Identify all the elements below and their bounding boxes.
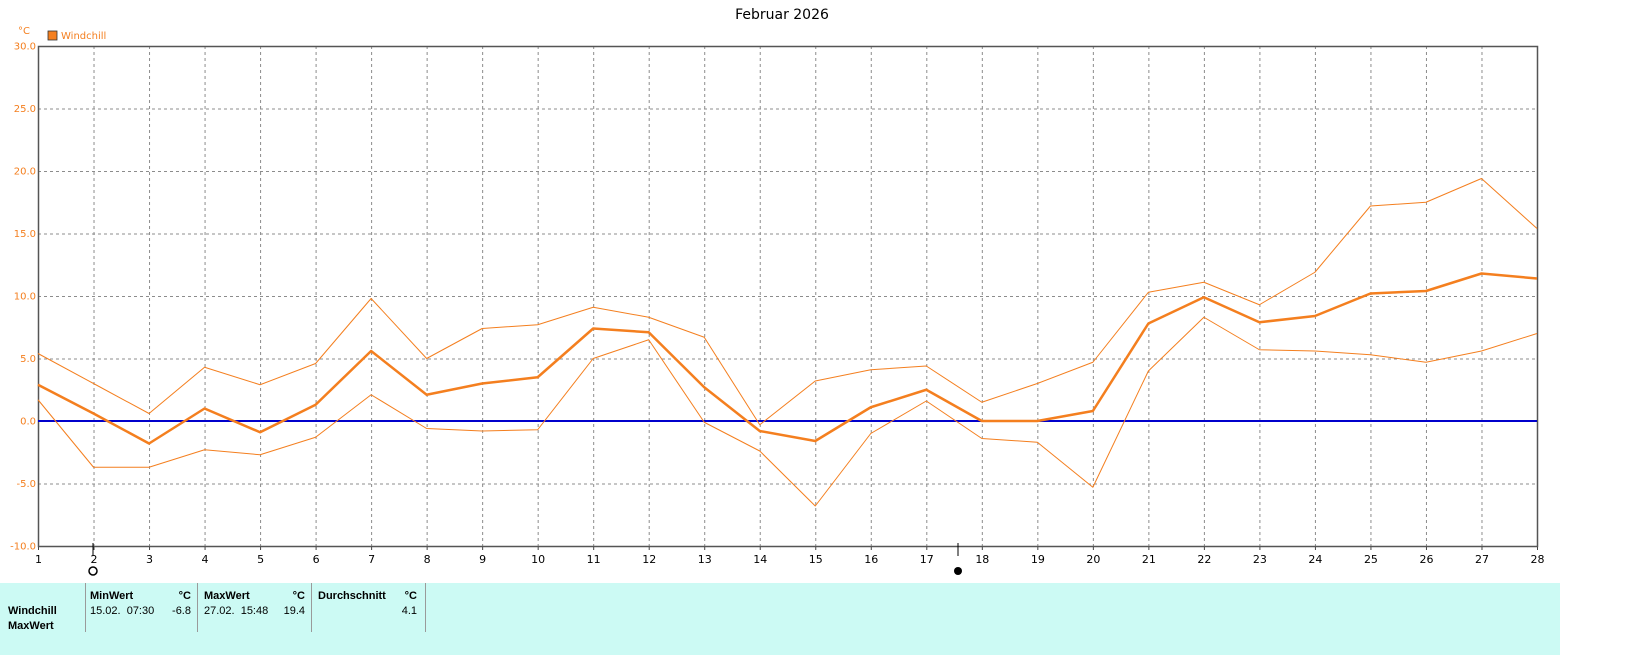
y-tick-label: 10.0	[14, 292, 36, 303]
table-cell: 15.02. 07:30	[90, 605, 154, 617]
x-tick-label: 25	[1364, 553, 1378, 566]
y-unit: °C	[18, 26, 30, 37]
x-tick-label: 7	[368, 553, 375, 566]
table-header: °C	[293, 590, 305, 602]
line-series	[37, 178, 1538, 426]
x-tick-label: 24	[1308, 553, 1322, 566]
x-tick-label: 9	[479, 553, 486, 566]
chart-title: Februar 2026	[735, 7, 829, 23]
summary-table: MinWert °C MaxWert °C Durchschnitt °C Wi…	[8, 590, 417, 632]
x-tick-label: 17	[920, 553, 934, 566]
y-tick-label: 25.0	[14, 104, 36, 115]
x-tick-label: 2	[91, 553, 98, 566]
x-tick-label: 14	[753, 553, 767, 566]
plot-border	[37, 45, 1539, 548]
x-tick-label: 13	[698, 553, 712, 566]
x-tick-label: 21	[1142, 553, 1156, 566]
x-tick-label: 28	[1531, 553, 1545, 566]
table-header: Durchschnitt	[318, 590, 386, 602]
table-cell: 4.1	[402, 605, 417, 617]
last-quarter-moon	[954, 567, 962, 575]
legend-label: Windchill	[61, 31, 106, 42]
y-tick-label: 15.0	[14, 229, 36, 240]
line-series	[37, 316, 1538, 507]
x-tick-label: 10	[531, 553, 545, 566]
x-tick-label: 4	[202, 553, 209, 566]
full-moon	[88, 566, 98, 576]
table-cell: 19.4	[284, 605, 305, 617]
row-label: Windchill	[8, 605, 57, 617]
y-tick-label: -5.0	[16, 479, 36, 490]
table-header: °C	[179, 590, 191, 602]
x-tick-label: 6	[313, 553, 320, 566]
legend-swatch	[47, 30, 58, 41]
x-tick-label: 5	[257, 553, 264, 566]
x-tick-label: 12	[642, 553, 656, 566]
y-tick-label: 0.0	[20, 417, 36, 428]
table-background	[0, 583, 1560, 655]
x-tick-label: 11	[587, 553, 601, 566]
row-label: MaxWert	[8, 620, 54, 632]
x-tick-label: 23	[1253, 553, 1267, 566]
table-separators	[85, 583, 426, 632]
table-header: MinWert	[90, 590, 134, 602]
x-tick-label: 26	[1419, 553, 1433, 566]
x-tick-label: 19	[1031, 553, 1045, 566]
table-header: °C	[405, 590, 417, 602]
x-tick-label: 20	[1086, 553, 1100, 566]
x-tick-label: 27	[1475, 553, 1489, 566]
table-cell: 27.02. 15:48	[204, 605, 268, 617]
x-tick-label: 3	[146, 553, 153, 566]
y-tick-label: 30.0	[14, 42, 36, 53]
x-tick-label: 16	[864, 553, 878, 566]
x-tick-label: 1	[35, 553, 42, 566]
x-tick-label: 18	[975, 553, 989, 566]
x-tick-label: 15	[809, 553, 823, 566]
table-header: MaxWert	[204, 590, 250, 602]
y-tick-label: -10.0	[10, 542, 36, 553]
y-tick-label: 20.0	[14, 167, 36, 178]
y-tick-label: 5.0	[20, 354, 36, 365]
x-tick-label: 8	[424, 553, 431, 566]
line-series	[37, 272, 1538, 445]
x-tick-label: 22	[1197, 553, 1211, 566]
table-cell: -6.8	[172, 605, 191, 617]
